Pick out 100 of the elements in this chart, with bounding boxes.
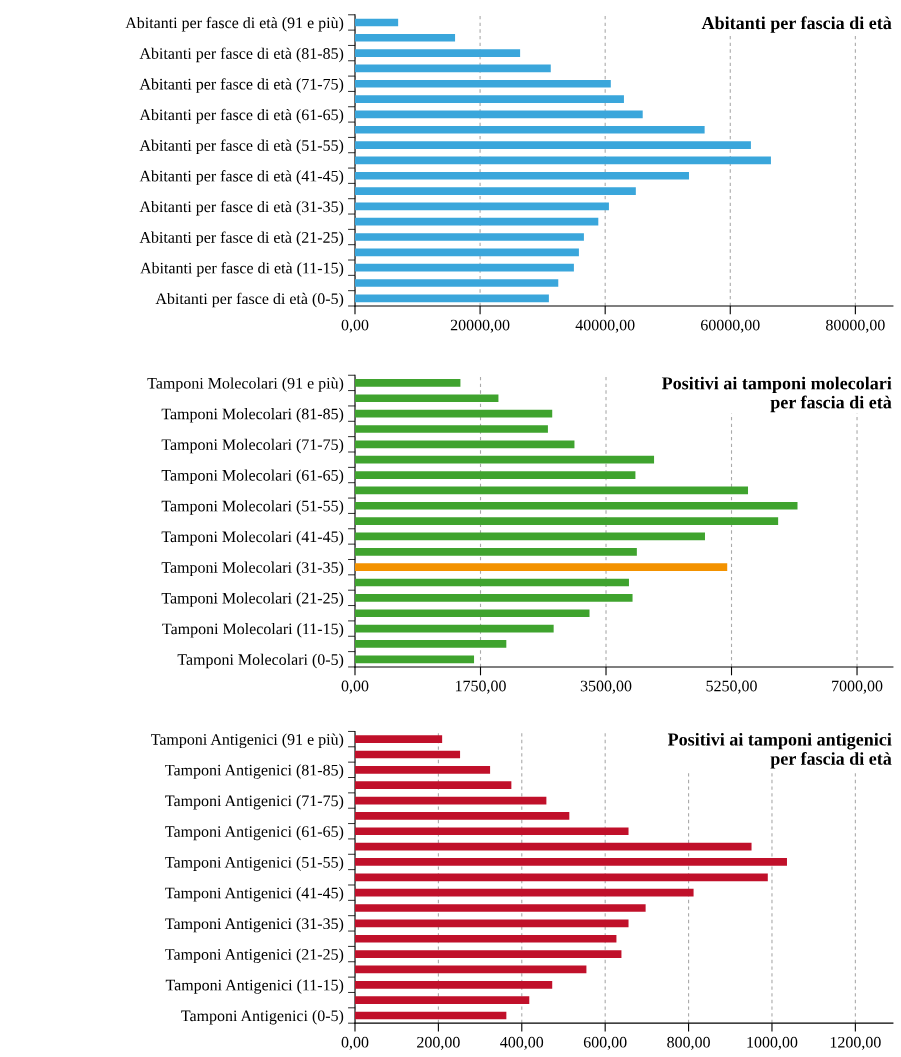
y-tick-label: Abitanti per fasce di età (31-35): [139, 200, 344, 216]
bar: [354, 471, 636, 479]
bar: [354, 904, 646, 912]
y-tick-label: Abitanti per fasce di età (81-85): [139, 47, 344, 63]
bar: [354, 858, 787, 866]
x-tick-label: 60000,00: [701, 319, 760, 333]
x-tick-label: 3500,00: [580, 680, 632, 694]
bar: [354, 812, 570, 820]
bar: [354, 735, 443, 743]
y-tick-label: Tamponi Antigenici (21-25): [165, 948, 344, 964]
bar: [354, 827, 629, 836]
bar: [354, 263, 574, 272]
bar: [354, 455, 655, 464]
bar: [354, 409, 553, 418]
y-tick-label: Tamponi Molecolari (11-15): [162, 623, 344, 638]
bar: [354, 594, 633, 602]
bar: [354, 980, 553, 989]
x-tick-label: 5250,00: [706, 680, 757, 694]
bar: [354, 440, 575, 449]
bar: [354, 578, 629, 587]
bar: [354, 547, 637, 556]
x-tick-label: 7000,00: [832, 680, 883, 694]
y-tick-label: Abitanti per fasce di età (0-5): [155, 292, 344, 308]
bar: [354, 248, 579, 257]
bar: [354, 563, 728, 571]
bar: [354, 64, 551, 73]
bar: [354, 750, 461, 759]
bar: [354, 996, 530, 1004]
bar: [354, 125, 705, 134]
x-tick-label: 40000,00: [575, 319, 635, 333]
y-tick-label: Tamponi Molecolari (41-45): [161, 530, 344, 546]
y-tick-label: Abitanti per fasce di età (11-15): [140, 262, 344, 277]
y-tick-label: Tamponi Molecolari (61-65): [161, 469, 344, 484]
y-tick-label: Tamponi Molecolari (81-85): [161, 408, 344, 423]
y-tick-label: Tamponi Antigenici (31-35): [165, 917, 344, 933]
bar: [354, 202, 609, 211]
bar: [354, 217, 599, 226]
y-tick-label: Abitanti per fasce di età (91 e più): [125, 16, 344, 32]
bar: [354, 919, 629, 928]
bar: [354, 609, 590, 618]
y-tick-label: Tamponi Molecolari (21-25): [161, 592, 344, 607]
x-tick-label: 1200,00: [830, 1036, 881, 1050]
x-tick-label: 200,00: [417, 1036, 460, 1050]
bar: [354, 425, 548, 433]
bar: [354, 655, 475, 664]
bar: [354, 394, 499, 403]
x-tick-label: 80000,00: [826, 319, 885, 333]
y-tick-label: Tamponi Antigenici (51-55): [165, 856, 344, 871]
y-tick-label: Abitanti per fasce di età (71-75): [139, 78, 344, 93]
bar: [354, 18, 399, 27]
x-tick-label: 1000,00: [747, 1036, 798, 1050]
bar: [354, 141, 751, 149]
bar: [354, 796, 547, 805]
x-tick-label: 0,00: [341, 1036, 369, 1050]
y-tick-label: Tamponi Antigenici (11-15): [165, 979, 344, 994]
bar: [354, 873, 768, 882]
y-tick-label: Tamponi Molecolari (31-35): [161, 561, 344, 577]
bar: [354, 33, 456, 42]
bar: [354, 888, 694, 897]
y-tick-label: Tamponi Antigenici (61-65): [165, 825, 344, 841]
y-tick-label: Tamponi Antigenici (81-85): [165, 764, 344, 779]
x-tick-label: 20000,00: [450, 319, 510, 333]
text: Positivi ai tamponi antigenici per fascia di età: [667, 732, 892, 769]
y-tick-label: Abitanti per fasce di età (51-55): [139, 139, 344, 155]
bar: [354, 486, 749, 495]
bar: [354, 156, 771, 165]
bar: [354, 765, 491, 774]
y-tick-label: Tamponi Antigenici (0-5): [181, 1009, 344, 1025]
bar: [354, 532, 705, 541]
x-tick-label: 1750,00: [455, 680, 506, 694]
bar: [354, 187, 636, 195]
x-tick-label: 0,00: [341, 680, 369, 694]
bar: [354, 965, 587, 974]
y-tick-label: Abitanti per fasce di età (21-25): [139, 231, 344, 247]
bar: [354, 950, 622, 958]
x-tick-label: 0,00: [341, 319, 369, 333]
bar: [354, 110, 643, 119]
y-tick-label: Tamponi Antigenici (71-75): [165, 795, 344, 810]
text: Positivi ai tamponi molecolari per fascia di età: [661, 376, 892, 413]
bar: [354, 501, 798, 510]
bar: [354, 624, 554, 633]
bar: [354, 640, 507, 648]
bar: [354, 294, 549, 303]
bar: [354, 842, 752, 851]
bar: [354, 233, 584, 241]
bar: [354, 49, 521, 57]
bar: [354, 279, 559, 287]
x-tick-label: 600,00: [583, 1036, 627, 1050]
y-tick-label: Abitanti per fasce di età (61-65): [139, 108, 344, 124]
bar: [354, 379, 461, 387]
y-tick-label: Tamponi Molecolari (51-55): [161, 500, 344, 515]
bar: [354, 79, 611, 88]
bar: [354, 517, 779, 525]
chart-title: Abitanti per fascia di età: [701, 16, 892, 33]
bar: [354, 95, 624, 103]
y-tick-label: Tamponi Molecolari (91 e più): [147, 377, 344, 392]
bar: [354, 934, 617, 943]
bar: [354, 781, 512, 790]
x-tick-label: 800,00: [667, 1036, 710, 1050]
bar: [354, 1011, 507, 1020]
